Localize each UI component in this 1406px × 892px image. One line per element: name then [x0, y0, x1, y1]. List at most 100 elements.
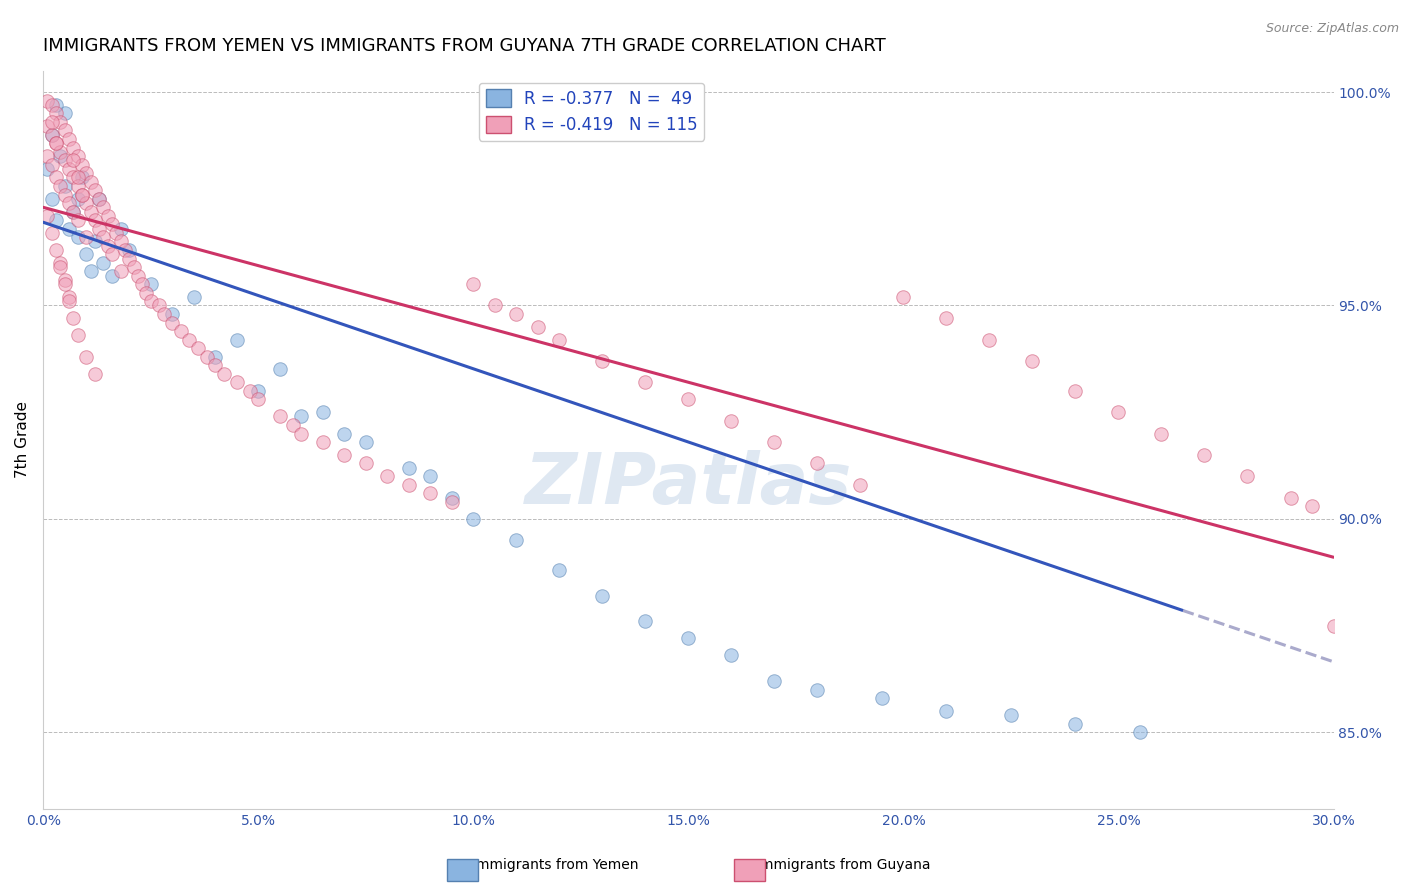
Point: [37, 149, 59, 163]
Text: Immigrants from Yemen: Immigrants from Yemen: [472, 858, 638, 872]
Point: [935, 704, 957, 718]
Point: [312, 405, 335, 419]
Point: [79, 175, 101, 189]
Point: [678, 632, 700, 646]
Point: [204, 350, 226, 364]
Point: [83, 213, 105, 227]
Point: [333, 448, 356, 462]
Point: [45, 136, 67, 151]
Point: [41, 226, 63, 240]
Point: [83, 367, 105, 381]
Point: [1107, 405, 1129, 419]
Point: [110, 235, 132, 249]
Point: [110, 221, 132, 235]
Point: [83, 183, 105, 197]
Point: [93, 200, 115, 214]
Point: [75, 166, 97, 180]
Point: [53, 178, 76, 193]
Point: [290, 409, 312, 424]
Point: [49, 178, 72, 193]
Point: [110, 264, 132, 278]
Point: [62, 204, 84, 219]
Point: [1236, 469, 1258, 483]
Point: [135, 285, 157, 300]
Point: [1000, 708, 1022, 723]
Point: [591, 354, 613, 368]
Point: [118, 243, 141, 257]
Point: [53, 273, 76, 287]
Point: [440, 495, 463, 509]
Point: [290, 426, 312, 441]
Point: [591, 589, 613, 603]
Point: [1150, 426, 1173, 441]
Point: [45, 98, 67, 112]
Point: [505, 307, 527, 321]
Point: [806, 456, 828, 470]
Point: [101, 247, 124, 261]
Point: [548, 333, 571, 347]
Point: [49, 149, 72, 163]
Point: [70, 187, 93, 202]
Point: [122, 260, 145, 274]
Point: [41, 128, 63, 142]
Point: [1301, 499, 1323, 513]
Point: [195, 350, 218, 364]
Point: [66, 149, 89, 163]
Text: Immigrants from Guyana: Immigrants from Guyana: [756, 858, 931, 872]
Point: [79, 204, 101, 219]
Point: [678, 392, 700, 407]
Point: [37, 94, 59, 108]
Point: [247, 392, 270, 407]
Point: [53, 106, 76, 120]
Point: [62, 204, 84, 219]
Point: [893, 290, 915, 304]
Point: [398, 460, 420, 475]
Point: [58, 196, 80, 211]
Point: [105, 226, 128, 240]
Point: [41, 158, 63, 172]
Point: [720, 414, 742, 428]
Legend: R = -0.377   N =  49, R = -0.419   N = 115: R = -0.377 N = 49, R = -0.419 N = 115: [479, 83, 704, 141]
Point: [179, 333, 201, 347]
Point: [37, 120, 59, 134]
Point: [170, 324, 193, 338]
Point: [75, 350, 97, 364]
Point: [131, 277, 153, 292]
Point: [160, 307, 183, 321]
Point: [75, 196, 97, 211]
Point: [333, 426, 356, 441]
Point: [58, 221, 80, 235]
Text: Source: ZipAtlas.com: Source: ZipAtlas.com: [1265, 22, 1399, 36]
Point: [870, 691, 893, 706]
Point: [634, 615, 657, 629]
Point: [41, 192, 63, 206]
Text: ZIPatlas: ZIPatlas: [524, 450, 852, 519]
Point: [49, 145, 72, 159]
Point: [247, 384, 270, 398]
Point: [527, 319, 550, 334]
Point: [87, 221, 110, 235]
Point: [281, 417, 304, 432]
Point: [763, 674, 786, 689]
Point: [66, 192, 89, 206]
Point: [66, 328, 89, 343]
Point: [101, 218, 124, 232]
Point: [419, 486, 441, 500]
Point: [225, 376, 247, 390]
Point: [70, 158, 93, 172]
Point: [41, 115, 63, 129]
Point: [1322, 618, 1344, 632]
Point: [66, 178, 89, 193]
Point: [225, 333, 247, 347]
Point: [87, 192, 110, 206]
Point: [152, 307, 174, 321]
Point: [419, 469, 441, 483]
Point: [66, 170, 89, 185]
Point: [49, 115, 72, 129]
Point: [1129, 725, 1152, 739]
Point: [75, 247, 97, 261]
Point: [66, 213, 89, 227]
Point: [93, 230, 115, 244]
Point: [463, 277, 485, 292]
Point: [1021, 354, 1043, 368]
